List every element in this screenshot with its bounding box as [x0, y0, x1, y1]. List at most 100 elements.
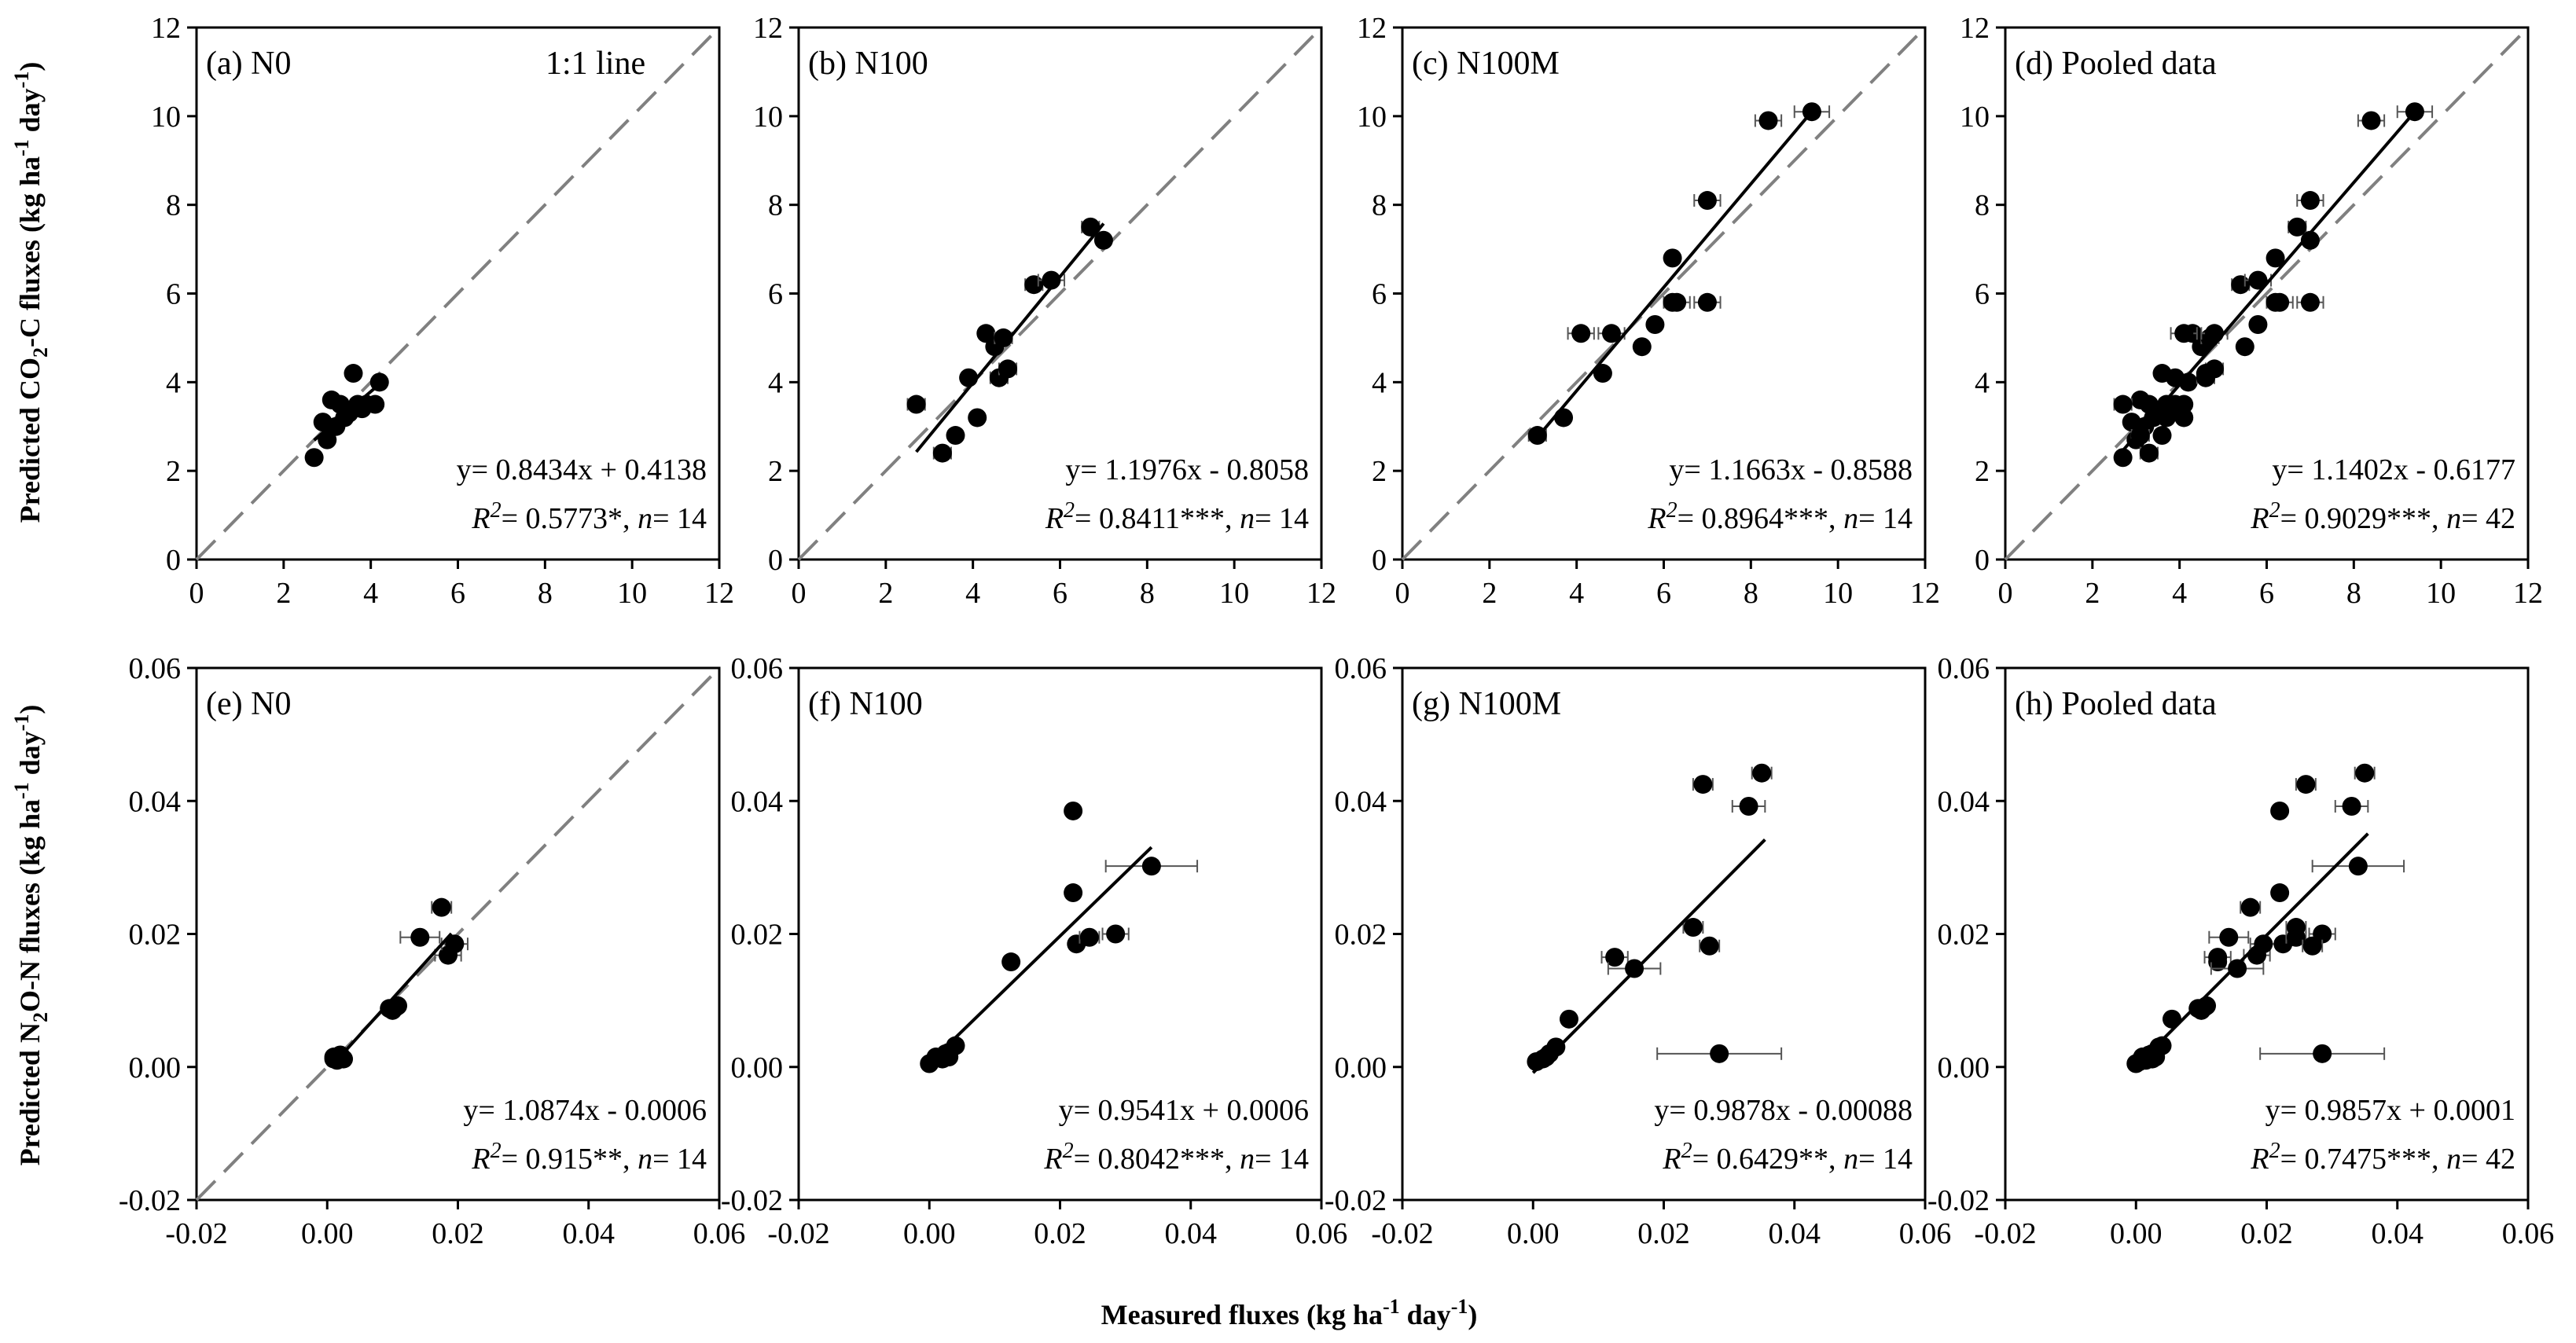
data-point [410, 927, 430, 947]
x-tick-label: -0.02 [165, 1217, 227, 1250]
r-squared-part: = 14 [1858, 502, 1913, 535]
r-squared-part: = 14 [1255, 1143, 1309, 1176]
data-point [906, 394, 926, 414]
r-squared-part: 2 [1063, 1139, 1074, 1163]
r-squared-part: n [2446, 502, 2461, 535]
r-squared: R2= 0.915**, n= 14 [471, 1139, 707, 1176]
r-squared-part: R [2250, 1143, 2269, 1176]
y-tick-label: -0.02 [119, 1184, 181, 1217]
y-tick-label: 4 [768, 366, 783, 399]
y-tick-label: 0.02 [1335, 919, 1387, 952]
data-point [1700, 936, 1719, 956]
one-to-one-line [1401, 26, 1927, 561]
data-point [2342, 797, 2361, 816]
panel-3: 0 2 4 6 8 10 12 0 2 4 6 8 10 12 (c) N100M y= 1.1663x - … [1357, 12, 1940, 610]
r-squared-part: R [1043, 1143, 1062, 1176]
r-squared-part: = 14 [1255, 502, 1309, 535]
y-tick-label: 0 [1975, 544, 1990, 577]
data-point [976, 324, 996, 343]
y-tick-label: 4 [1372, 366, 1387, 399]
x-tick-label: 0.06 [1295, 1217, 1348, 1250]
r-squared-part: n [638, 1143, 652, 1176]
data-point [445, 934, 465, 954]
r-squared-part: R [1045, 502, 1064, 535]
r-squared: R2= 0.8042***, n= 14 [1043, 1139, 1309, 1176]
y-tick-label: 0.04 [1335, 785, 1387, 818]
data-point [939, 1048, 959, 1067]
data-point [2197, 996, 2217, 1015]
x-tick-label: 4 [965, 577, 980, 610]
x-axis-title: Measured fluxes (kg ha-1 day-1) [1101, 1295, 1478, 1330]
data-point [2355, 763, 2375, 783]
data-point [968, 408, 987, 427]
one-to-one-line [2004, 26, 2530, 561]
data-point [432, 897, 451, 917]
r-squared: R2= 0.8964***, n= 14 [1647, 498, 1913, 535]
one-to-one-line [797, 26, 1323, 561]
data-point [2113, 394, 2133, 414]
data-point [1605, 948, 1625, 967]
x-tick-label: 0.04 [1769, 1217, 1821, 1250]
data-point [2302, 936, 2322, 956]
data-point [1602, 324, 1621, 343]
y-tick-label: 0.02 [129, 919, 182, 952]
panel-2: 0 2 4 6 8 10 12 0 2 4 6 8 10 12 (b) N100 y= 1.1976x - 0… [753, 12, 1336, 610]
data-point [1625, 959, 1644, 978]
data-point [1693, 775, 1713, 794]
x-tick-label: 10 [1823, 577, 1853, 610]
x-tick-label: 0 [189, 577, 204, 610]
x-tick-label: 2 [276, 577, 291, 610]
panel-label: (b) N100 [808, 46, 928, 82]
data-point [1683, 918, 1703, 938]
y-tick-label: 6 [166, 278, 181, 311]
y-tick-label: 8 [1975, 189, 1990, 222]
x-tick-label: 10 [1219, 577, 1249, 610]
x-tick-label: 10 [2426, 577, 2456, 610]
y-tick-label: 0 [166, 544, 181, 577]
data-point [2205, 324, 2224, 343]
panel-8: -0.02 0.00 0.02 0.04 0.06 -0.02 0.00 0.02 0.04 0.… [1927, 652, 2554, 1250]
data-point [1064, 801, 1083, 820]
x-tick-label: 6 [450, 577, 465, 610]
r-squared-part: = 42 [2461, 502, 2515, 535]
x-tick-label: -0.02 [767, 1217, 829, 1250]
x-tick-label: 6 [1656, 577, 1671, 610]
regression-line [2134, 832, 2369, 1068]
x-tick-label: 0.06 [2502, 1217, 2555, 1250]
data-point [1093, 230, 1113, 250]
data-point [1645, 314, 1665, 334]
r-squared-part: = 0.6429**, [1692, 1143, 1843, 1176]
x-tick-label: 0.00 [301, 1217, 354, 1250]
y-tick-label: 0.06 [1938, 652, 1990, 685]
r-squared-part: 2 [491, 498, 502, 523]
y-tick-label: 12 [1960, 12, 1990, 45]
data-point [2157, 408, 2177, 427]
y-tick-label: 8 [768, 189, 783, 222]
x-tick-label: 0 [1395, 577, 1410, 610]
y-tick-label: 0 [768, 544, 783, 577]
panel-4: 0 2 4 6 8 10 12 0 2 4 6 8 10 12 (d) Pooled data y= 1.14… [1960, 12, 2543, 610]
x-tick-label: 0.04 [1165, 1217, 1218, 1250]
data-point [1663, 292, 1682, 312]
data-point [2270, 801, 2290, 820]
data-point [2139, 1048, 2159, 1067]
x-tick-label: 0.02 [1637, 1217, 1690, 1250]
y-tick-label: 0 [1372, 544, 1387, 577]
r-squared-part: n [1240, 502, 1255, 535]
data-point [1042, 270, 1061, 290]
data-point [2300, 230, 2320, 250]
data-point [2196, 364, 2215, 383]
r-squared-part: R [2250, 502, 2269, 535]
r-squared-part: = 0.8964***, [1678, 502, 1843, 535]
one-to-one-line [195, 26, 721, 561]
panels: 0 2 4 6 8 10 12 0 2 4 6 8 10 12 (a) N0 y= 0.8434x + 0.4… [119, 12, 2554, 1250]
data-point [1024, 275, 1044, 295]
data-point [2300, 292, 2320, 312]
x-tick-label: 0 [792, 577, 807, 610]
x-tick-label: 0.02 [2240, 1217, 2293, 1250]
regression-equation: y= 1.1663x - 0.8588 [1669, 453, 1913, 486]
data-point [2139, 443, 2159, 463]
y-tick-label: 0.04 [1938, 785, 1990, 818]
data-point [2208, 948, 2228, 967]
r-squared-part: 2 [1666, 498, 1678, 523]
